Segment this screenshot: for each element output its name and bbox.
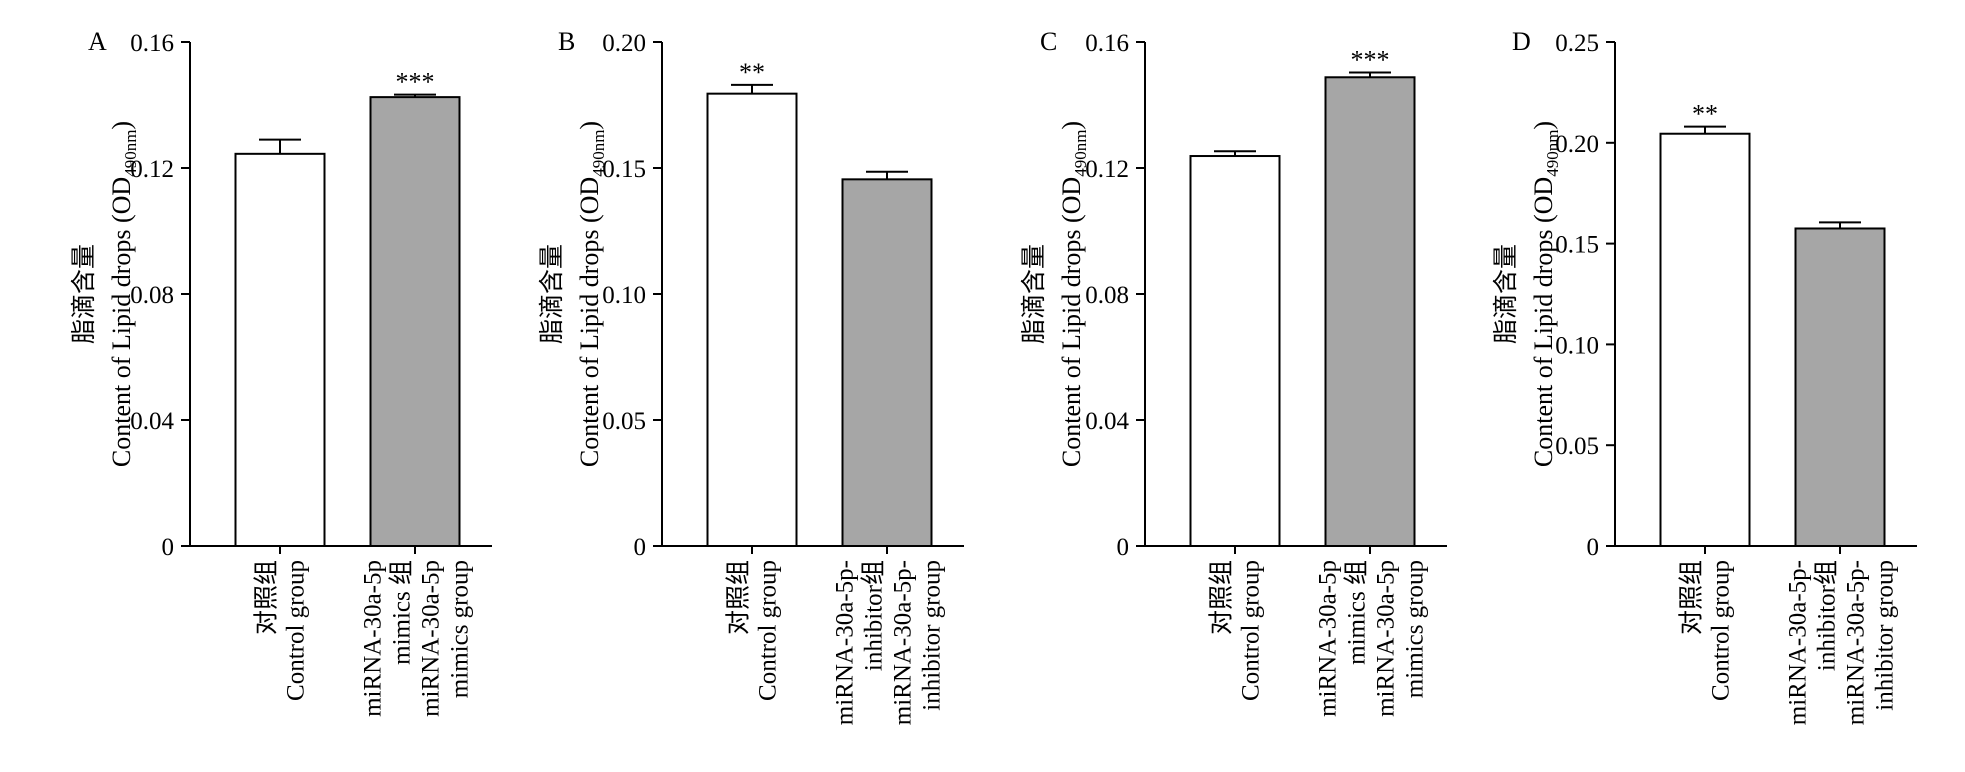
y-tick-label: 0.10 xyxy=(1555,332,1599,359)
y-axis-label-en: Content of Lipid drops (OD490nm) xyxy=(107,121,140,467)
chart-panel-c: C 0 0.04 0.08 0.12 0.16 脂滴含量 Content of Lipid d… xyxy=(1019,27,1447,717)
x-category-label: miRNA-30a-5p xyxy=(1373,560,1400,717)
y-axis-label-close: ) xyxy=(1529,121,1558,130)
y-axis-label-text: Content of Lipid drops (OD xyxy=(1529,177,1558,467)
x-category-label: 对照组 xyxy=(252,560,281,635)
y-tick-label: 0.04 xyxy=(130,408,174,435)
x-category-label: miRNA-30a-5p- xyxy=(832,560,859,725)
significance-marker: *** xyxy=(1351,46,1390,75)
panel-letter: C xyxy=(1040,27,1057,56)
bar xyxy=(234,152,326,547)
y-tick-label: 0.16 xyxy=(130,30,174,57)
y-axis-label-subscript: 490nm xyxy=(589,130,608,177)
y-axis-label-cn: 脂滴含量 xyxy=(1491,244,1520,344)
x-category-label: inhibitor group xyxy=(1872,560,1899,711)
y-tick-label: 0.04 xyxy=(1085,408,1129,435)
y-tick-label: 0.20 xyxy=(602,30,646,57)
y-tick-label: 0.05 xyxy=(602,408,646,435)
y-axis-label-en: Content of Lipid drops (OD490nm) xyxy=(1529,121,1562,467)
chart-panel-d: D 0 0.05 0.10 0.15 0.20 0.25 脂滴含量 Content of Lip… xyxy=(1491,27,1917,725)
y-axis-label-close: ) xyxy=(575,121,604,130)
x-category-label: mimics 组 xyxy=(1343,560,1371,665)
chart-panel-a: A 0 0.04 0.08 0.12 0.16 脂滴含量 Content of Lipid d… xyxy=(69,27,492,717)
y-axis-label-subscript: 490nm xyxy=(1071,130,1090,177)
x-category-label: 对照组 xyxy=(1207,560,1236,635)
x-category-label: inhibitor group xyxy=(919,560,946,711)
y-axis-label-text: Content of Lipid drops (OD xyxy=(107,177,136,467)
x-category-label: mimics group xyxy=(447,560,474,698)
x-category-label: miRNA-30a-5p- xyxy=(1843,560,1870,725)
significance-marker: *** xyxy=(396,68,435,97)
y-axis-label-subscript: 490nm xyxy=(121,130,140,177)
panel-letter: A xyxy=(88,27,107,56)
y-tick-label: 0 xyxy=(162,534,175,561)
x-category-label: Control group xyxy=(283,560,310,701)
bar xyxy=(1659,132,1751,547)
y-tick-label: 0.15 xyxy=(1555,232,1599,259)
bar xyxy=(1189,155,1281,547)
x-category-label: mimics group xyxy=(1402,560,1429,698)
x-category-label: Control group xyxy=(755,560,782,701)
significance-marker: ** xyxy=(739,58,765,87)
panel-letter: B xyxy=(558,27,575,56)
y-axis-label-cn: 脂滴含量 xyxy=(69,244,98,344)
y-axis-label-text: Content of Lipid drops (OD xyxy=(1057,177,1086,467)
x-category-label: 对照组 xyxy=(1677,560,1706,635)
y-tick-label: 0.08 xyxy=(130,282,174,309)
y-tick-label: 0 xyxy=(634,534,647,561)
x-category-label: miRNA-30a-5p- xyxy=(1785,560,1812,725)
x-category-label: inhibitor组 xyxy=(1813,560,1841,671)
x-category-label: miRNA-30a-5p- xyxy=(890,560,917,725)
y-axis-label-cn: 脂滴含量 xyxy=(537,244,566,344)
x-category-label: miRNA-30a-5p xyxy=(418,560,445,717)
bar xyxy=(841,178,933,547)
y-tick-label: 0.10 xyxy=(602,282,646,309)
y-tick-label: 0.12 xyxy=(130,156,174,183)
chart-panel-b: B 0 0.05 0.10 0.15 0.20 脂滴含量 Content of Lipid d… xyxy=(537,27,964,725)
y-tick-label: 0.08 xyxy=(1085,282,1129,309)
y-axis-label-en: Content of Lipid drops (OD490nm) xyxy=(1057,121,1090,467)
y-tick-label: 0.15 xyxy=(602,156,646,183)
bar xyxy=(706,92,798,547)
y-axis-label: 脂滴含量 Content of Lipid drops (OD490nm) xyxy=(69,121,140,467)
panel-letter: D xyxy=(1512,27,1531,56)
y-tick-label: 0 xyxy=(1587,534,1600,561)
x-category-label: 对照组 xyxy=(724,560,753,635)
y-axis-label: 脂滴含量 Content of Lipid drops (OD490nm) xyxy=(537,121,608,467)
bar xyxy=(1324,76,1416,547)
y-axis-label-cn: 脂滴含量 xyxy=(1019,244,1048,344)
y-tick-label: 0.05 xyxy=(1555,433,1599,460)
y-axis-label-close: ) xyxy=(1057,121,1086,130)
y-axis-label-en: Content of Lipid drops (OD490nm) xyxy=(575,121,608,467)
y-tick-label: 0 xyxy=(1117,534,1130,561)
y-axis-label: 脂滴含量 Content of Lipid drops (OD490nm) xyxy=(1491,121,1562,467)
x-category-label: mimics 组 xyxy=(388,560,416,665)
y-axis-label-subscript: 490nm xyxy=(1543,130,1562,177)
y-axis-label-text: Content of Lipid drops (OD xyxy=(575,177,604,467)
x-category-label: miRNA-30a-5p xyxy=(1315,560,1342,717)
bar xyxy=(1794,227,1886,547)
y-tick-label: 0.20 xyxy=(1555,131,1599,158)
x-category-label: Control group xyxy=(1238,560,1265,701)
y-axis-label: 脂滴含量 Content of Lipid drops (OD490nm) xyxy=(1019,121,1090,467)
y-tick-label: 0.16 xyxy=(1085,30,1129,57)
x-category-label: inhibitor组 xyxy=(860,560,888,671)
y-tick-label: 0.25 xyxy=(1555,30,1599,57)
x-category-label: miRNA-30a-5p xyxy=(360,560,387,717)
significance-marker: ** xyxy=(1692,100,1718,129)
bar xyxy=(369,96,461,547)
x-category-label: Control group xyxy=(1708,560,1735,701)
y-axis-label-close: ) xyxy=(107,121,136,130)
y-tick-label: 0.12 xyxy=(1085,156,1129,183)
